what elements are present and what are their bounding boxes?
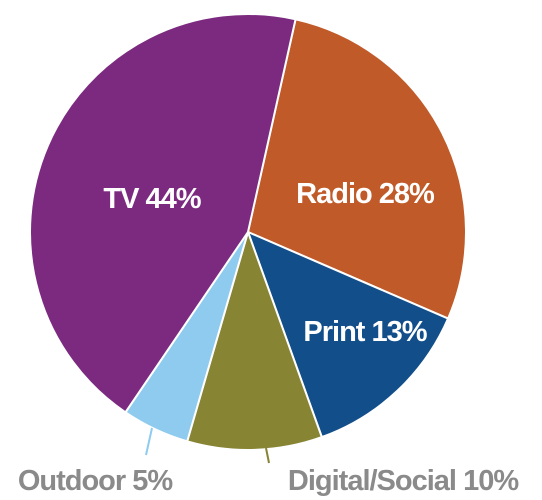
slice-label: Digital/Social 10% xyxy=(288,465,519,497)
slice-label: Outdoor 5% xyxy=(18,465,174,497)
slice-label: TV 44% xyxy=(103,183,201,215)
leader-line xyxy=(145,427,153,456)
slice-value: 10% xyxy=(463,465,519,497)
slice-category: Print xyxy=(303,316,365,348)
slice-value: 5% xyxy=(132,465,173,497)
pie-slice xyxy=(185,228,324,451)
leader-line xyxy=(265,447,270,464)
slice-value: 28% xyxy=(379,178,435,210)
slice-category: Outdoor xyxy=(18,465,126,497)
slice-label: Radio 28% xyxy=(296,178,435,210)
slice-label: Print 13% xyxy=(303,316,427,348)
pie-slice xyxy=(246,230,450,439)
slice-category: Digital/Social xyxy=(288,465,456,497)
pie-slice xyxy=(246,18,467,320)
slice-category: Radio xyxy=(296,178,372,210)
slice-category: TV xyxy=(103,183,140,215)
pie-slice xyxy=(29,13,297,414)
slice-value: 13% xyxy=(372,316,428,348)
slice-value: 44% xyxy=(146,183,202,215)
